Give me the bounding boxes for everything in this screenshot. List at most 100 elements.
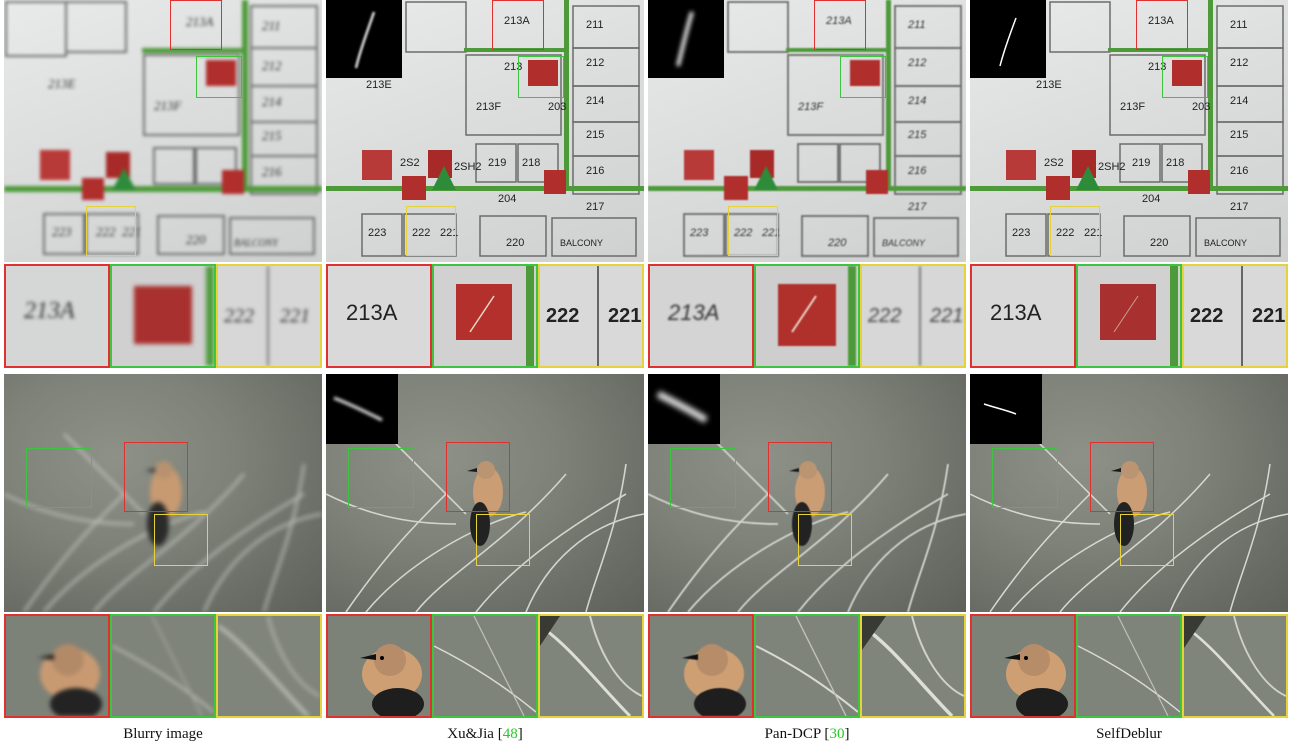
zoom-crop-green bbox=[432, 264, 538, 368]
zoom-crop-red: 213A bbox=[326, 264, 432, 368]
svg-text:222: 222 bbox=[733, 227, 752, 239]
roi-box-red bbox=[768, 442, 832, 512]
column-caption: Pan-DCP [30] bbox=[648, 726, 966, 743]
svg-text:213A: 213A bbox=[825, 15, 852, 27]
svg-text:218: 218 bbox=[522, 157, 540, 169]
bird-zoom-row bbox=[648, 614, 966, 718]
svg-text:221: 221 bbox=[761, 227, 780, 239]
caption-text: Xu&Jia [ bbox=[447, 726, 503, 742]
svg-text:216: 216 bbox=[262, 164, 282, 179]
zoom-crop-green bbox=[1076, 264, 1182, 368]
svg-text:BALCONY: BALCONY bbox=[560, 238, 603, 248]
zoom-crop-green bbox=[754, 264, 860, 368]
floorplan-drawing: 213A 213E 213F 211 212 214 215 216 223 2… bbox=[4, 0, 322, 255]
svg-text:213: 213 bbox=[1148, 61, 1166, 73]
svg-text:211: 211 bbox=[262, 18, 281, 33]
zoom-crop-yellow: 222 221 bbox=[216, 264, 322, 368]
zoom-text-room-a: 213A bbox=[667, 300, 719, 325]
svg-text:223: 223 bbox=[52, 224, 72, 239]
svg-text:211: 211 bbox=[1230, 19, 1248, 31]
zoom-crop-green bbox=[110, 264, 216, 368]
roi-box-red bbox=[124, 442, 188, 512]
roi-box-green bbox=[1162, 56, 1208, 98]
zoom-text-room-c: 221 bbox=[1252, 305, 1285, 327]
svg-text:BALCONY: BALCONY bbox=[234, 238, 279, 249]
bird-image bbox=[326, 374, 644, 612]
floorplan-drawing: 213A 213E 213F 213 203 211 212 214 215 2… bbox=[326, 0, 644, 257]
floorplan-image: 213A 213E 213F 213 203 211 212 214 215 2… bbox=[326, 0, 644, 262]
roi-box-green bbox=[992, 448, 1058, 508]
svg-text:223: 223 bbox=[368, 227, 386, 239]
roi-box-green bbox=[196, 56, 242, 98]
zoom-crop-green bbox=[432, 614, 538, 718]
svg-text:213F: 213F bbox=[154, 98, 183, 113]
zoom-crop-yellow bbox=[216, 614, 322, 718]
zoom-crop-yellow: 222 221 bbox=[538, 264, 644, 368]
blur-kernel-inset bbox=[648, 374, 720, 444]
svg-text:214: 214 bbox=[907, 95, 926, 107]
svg-text:204: 204 bbox=[498, 193, 516, 205]
svg-text:220: 220 bbox=[186, 232, 206, 247]
svg-text:217: 217 bbox=[907, 201, 927, 213]
svg-text:2SH2: 2SH2 bbox=[454, 161, 482, 173]
column-caption: Xu&Jia [48] bbox=[326, 726, 644, 743]
zoom-text-room-b: 222 bbox=[546, 305, 579, 327]
zoom-text-room-b: 222 bbox=[867, 305, 901, 327]
svg-text:222: 222 bbox=[96, 224, 116, 239]
svg-text:213A: 213A bbox=[504, 15, 530, 27]
bird-scene bbox=[970, 433, 1288, 612]
roi-box-red bbox=[170, 0, 222, 50]
roi-box-green bbox=[518, 56, 564, 98]
svg-text:220: 220 bbox=[1150, 237, 1168, 249]
svg-text:219: 219 bbox=[488, 157, 506, 169]
roi-box-yellow bbox=[406, 206, 456, 256]
svg-text:216: 216 bbox=[1230, 165, 1248, 177]
svg-text:212: 212 bbox=[262, 58, 282, 73]
zoom-text-room-c: 221 bbox=[608, 305, 641, 327]
column-caption: Blurry image bbox=[4, 726, 322, 743]
zoom-crop-green bbox=[754, 614, 860, 718]
svg-text:221: 221 bbox=[440, 227, 458, 239]
roi-box-yellow bbox=[86, 206, 136, 256]
zoom-text-room-a: 213A bbox=[346, 300, 398, 325]
floorplan-image: 213A 213E 213F 213 203 211 212 214 215 2… bbox=[970, 0, 1288, 262]
blur-kernel-inset bbox=[648, 0, 724, 78]
svg-text:221: 221 bbox=[1084, 227, 1102, 239]
blur-kernel-inset bbox=[970, 374, 1042, 444]
svg-text:212: 212 bbox=[586, 57, 604, 69]
zoom-text-room-a: 213A bbox=[24, 298, 75, 324]
roi-box-yellow bbox=[728, 206, 778, 256]
zoom-crop-red: 213A bbox=[970, 264, 1076, 368]
zoom-crop-green bbox=[110, 614, 216, 718]
svg-text:213E: 213E bbox=[1036, 79, 1062, 91]
svg-text:213A: 213A bbox=[1148, 15, 1174, 27]
svg-text:212: 212 bbox=[907, 57, 926, 69]
blur-kernel-inset bbox=[326, 374, 398, 444]
roi-box-yellow bbox=[798, 514, 852, 566]
svg-text:2S2: 2S2 bbox=[400, 157, 420, 169]
svg-text:213E: 213E bbox=[366, 79, 392, 91]
roi-box-red bbox=[1090, 442, 1154, 512]
svg-text:215: 215 bbox=[262, 128, 282, 143]
caption-bracket-close: ] bbox=[517, 726, 523, 742]
caption-bracket-close: ] bbox=[844, 726, 850, 742]
svg-text:216: 216 bbox=[586, 165, 604, 177]
svg-text:211: 211 bbox=[907, 19, 926, 31]
zoom-crop-green bbox=[1076, 614, 1182, 718]
zoom-text-room-c: 221 bbox=[929, 305, 963, 327]
bird-scene bbox=[4, 433, 322, 612]
citation-link[interactable]: 48 bbox=[502, 726, 518, 742]
bird-zoom-row bbox=[326, 614, 644, 718]
floorplan-image: 213A 213F 211 212 214 215 216 217 223 22… bbox=[648, 0, 966, 262]
zoom-crop-yellow: 222 221 bbox=[860, 264, 966, 368]
citation-link[interactable]: 30 bbox=[829, 726, 845, 742]
svg-text:223: 223 bbox=[1012, 227, 1030, 239]
result-column-xu-jia: 213A 213E 213F 213 203 211 212 214 215 2… bbox=[326, 0, 644, 752]
svg-text:215: 215 bbox=[586, 129, 604, 141]
svg-text:218: 218 bbox=[1166, 157, 1184, 169]
bird-image bbox=[970, 374, 1288, 612]
roi-box-green bbox=[26, 448, 92, 508]
svg-text:217: 217 bbox=[586, 201, 604, 213]
floorplan-zoom-row: 213A 222 221 bbox=[970, 264, 1288, 368]
svg-text:222: 222 bbox=[412, 227, 430, 239]
